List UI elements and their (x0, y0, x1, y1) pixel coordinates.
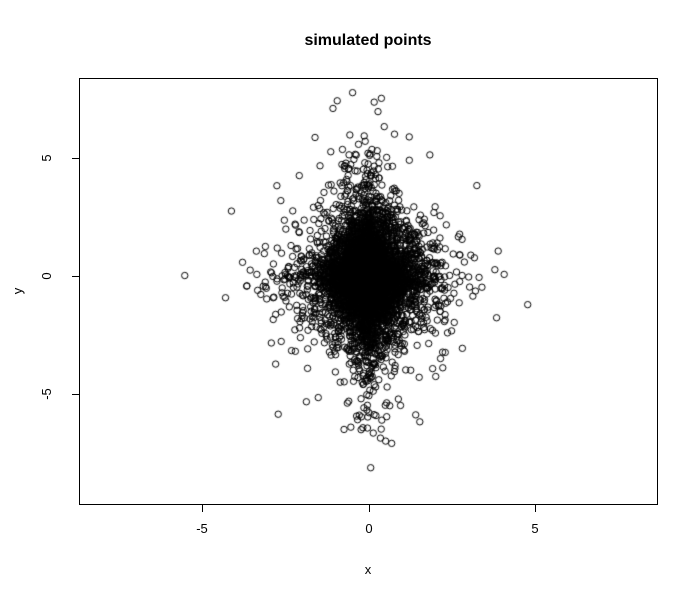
x-tick-label: -5 (196, 521, 208, 536)
x-axis-label: x (364, 562, 372, 577)
y-axis-label: y (9, 287, 25, 295)
scatter-points-canvas (79, 78, 658, 505)
plot-box (79, 78, 658, 505)
x-tick-label: 5 (531, 521, 539, 536)
x-tick-mark (535, 505, 536, 512)
y-tick-label: -5 (38, 388, 54, 400)
x-tick-label: 0 (365, 521, 373, 536)
x-tick-mark (369, 505, 370, 512)
y-tick-mark (72, 276, 79, 277)
x-tick-mark (202, 505, 203, 512)
y-tick-label: 5 (38, 154, 54, 162)
y-tick-label: 0 (38, 272, 54, 280)
y-tick-mark (72, 158, 79, 159)
y-tick-mark (72, 394, 79, 395)
plot-title: simulated points (304, 32, 432, 49)
